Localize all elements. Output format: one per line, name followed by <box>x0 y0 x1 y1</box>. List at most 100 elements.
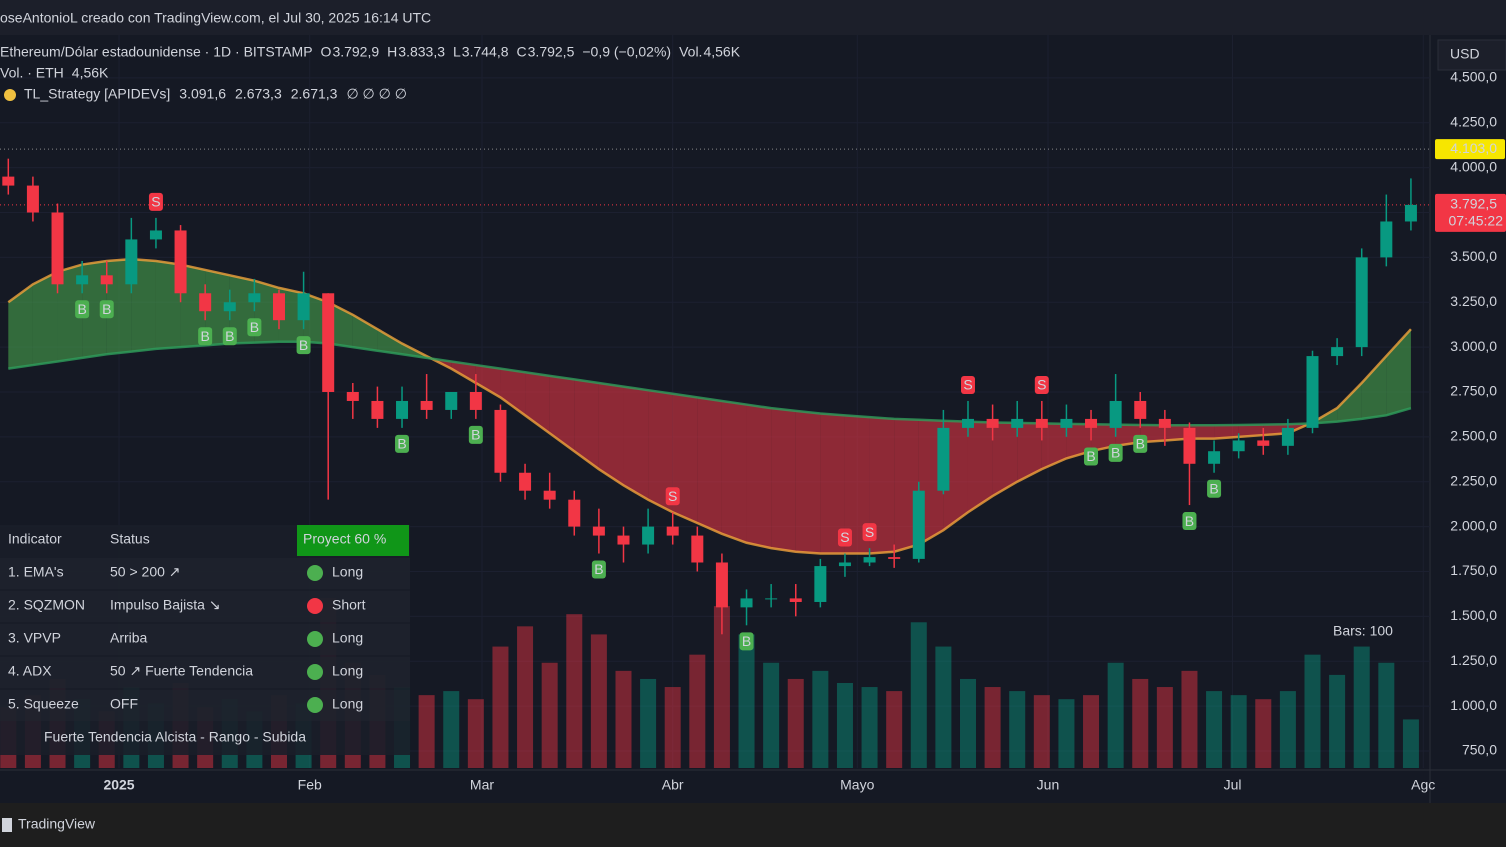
candle-body <box>1380 221 1393 258</box>
signal-text: B <box>1209 480 1218 496</box>
footer-logo: TradingView <box>18 816 96 832</box>
row-name: 5. Squeeze <box>8 696 79 712</box>
signal-badge <box>1084 447 1099 466</box>
high-tag <box>1435 139 1505 160</box>
legend-text: 3.091,6 <box>179 86 226 102</box>
signal-text: S <box>963 377 972 393</box>
signal-text: S <box>668 488 677 504</box>
volume-bar <box>1255 699 1272 768</box>
y-tick-label: 1.500,0 <box>1450 607 1497 623</box>
row-signal: Long <box>332 564 363 580</box>
table-header: Indicator <box>8 531 62 547</box>
volume-bar <box>763 662 780 768</box>
candle-body <box>1331 347 1344 357</box>
volume-bar <box>517 626 534 768</box>
candle-body <box>248 293 261 303</box>
top-bar <box>0 0 1506 35</box>
ema-band <box>475 365 501 398</box>
signal-badge <box>198 327 213 346</box>
candle-body <box>715 562 728 608</box>
legend-text: 3.792,5 <box>528 44 575 60</box>
signal-text: B <box>102 301 111 317</box>
volume-bar <box>959 678 976 768</box>
signal-text: B <box>225 328 234 344</box>
row-signal: Long <box>332 696 363 712</box>
legend-text: O <box>321 44 332 60</box>
candle-body <box>1011 418 1024 428</box>
ema-band <box>32 271 58 366</box>
candle-body <box>1060 418 1073 428</box>
candle-body <box>888 557 901 559</box>
candle-body <box>445 391 458 410</box>
ema-band <box>1091 424 1116 452</box>
signal-text: B <box>299 337 308 353</box>
price-label: 3.792,5 <box>1450 196 1497 212</box>
legend-text: H <box>387 44 397 60</box>
candle-body <box>937 427 950 491</box>
candle-body <box>1257 440 1270 446</box>
x-tick-label: Abr <box>662 777 684 793</box>
ema-band <box>1041 423 1067 470</box>
volume-bar <box>1206 691 1223 768</box>
candle-body <box>912 490 925 559</box>
candle-body <box>494 409 507 473</box>
ema-band <box>795 410 821 554</box>
ema-band <box>82 260 107 358</box>
logo-mark <box>2 818 12 832</box>
signal-badge <box>739 632 754 651</box>
candle-body <box>519 472 532 491</box>
ema-band <box>1214 425 1239 439</box>
ema-band <box>869 417 895 554</box>
candle-body <box>346 391 359 401</box>
table-summary: Fuerte Tendencia Alcista - Rango - Subid… <box>44 729 306 745</box>
legend-text: 2.671,3 <box>291 86 338 102</box>
candle-body <box>396 400 409 419</box>
volume-bar <box>1156 687 1173 768</box>
candle-body <box>1109 400 1122 428</box>
volume-bar <box>1329 674 1346 768</box>
candle-body <box>26 185 39 213</box>
price-tag <box>1435 193 1506 232</box>
currency: USD <box>1450 46 1480 62</box>
volume-bar <box>1083 695 1100 768</box>
ema-line <box>8 340 1412 427</box>
candle-body <box>666 526 679 536</box>
bars-note: Bars: 100 <box>1333 623 1393 639</box>
volume-bar <box>640 678 657 768</box>
volume-bar <box>418 695 435 768</box>
volume-bar <box>1353 646 1370 768</box>
candle-body <box>617 535 630 545</box>
candle-body <box>1208 451 1221 464</box>
signal-badge <box>960 375 975 394</box>
ema-band <box>8 284 33 369</box>
table-row <box>0 591 410 622</box>
ema-band <box>623 386 649 500</box>
candle-body <box>1281 427 1294 446</box>
candle-body <box>1404 204 1417 222</box>
ema-band <box>525 372 550 434</box>
candle-body <box>371 400 384 419</box>
signal-text: S <box>151 194 160 210</box>
signal-badge <box>222 327 237 346</box>
signal-text: B <box>1111 445 1120 461</box>
volume-bar <box>1009 691 1026 768</box>
row-status: 50 > 200 ↗ <box>110 564 181 580</box>
ema-band <box>721 400 747 543</box>
signal-text: B <box>1185 513 1194 529</box>
volume-bar <box>1230 695 1247 768</box>
ema-band <box>1164 425 1190 441</box>
candle-body <box>740 598 753 608</box>
row-name: 1. EMA's <box>8 564 64 580</box>
x-tick-label: Mayo <box>840 777 874 793</box>
candle-body <box>1134 400 1147 419</box>
volume-bar <box>812 670 829 768</box>
ema-band <box>57 264 83 362</box>
candle-body <box>961 418 974 428</box>
signal-text: S <box>1037 377 1046 393</box>
x-tick-label: 2025 <box>103 777 134 793</box>
ema-band <box>574 379 599 470</box>
ema-band <box>697 397 722 534</box>
candle-body <box>1306 356 1319 428</box>
volume-bar <box>492 646 509 768</box>
volume-bar <box>713 606 730 768</box>
